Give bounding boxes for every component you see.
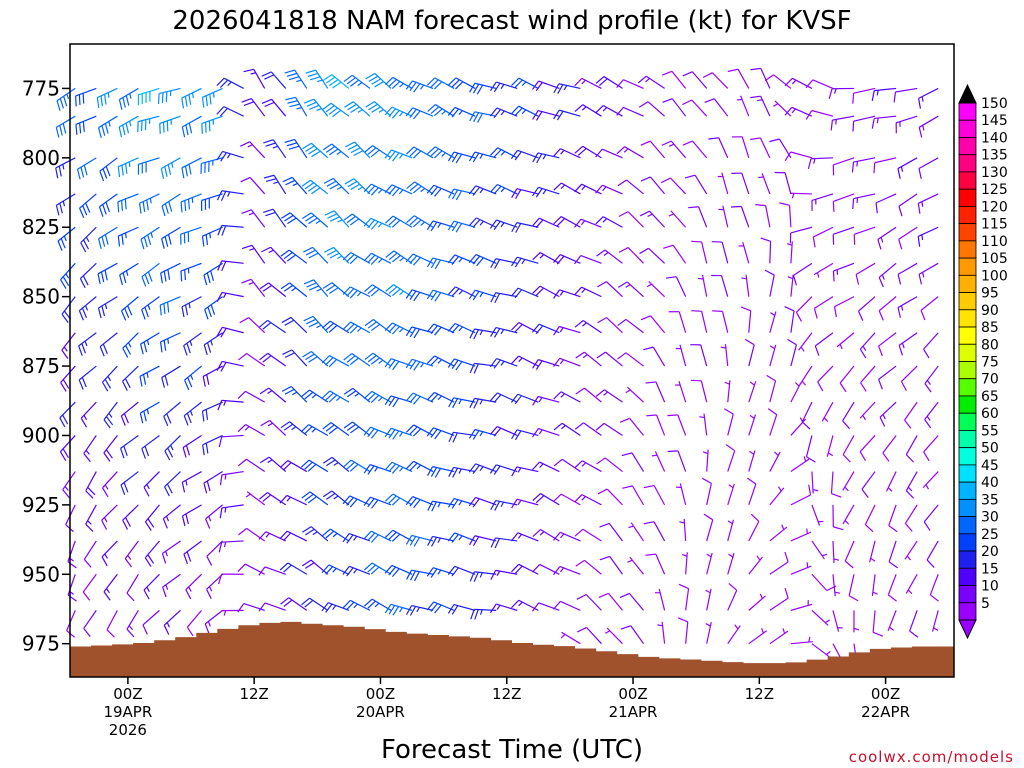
colorbar-swatch (959, 379, 976, 396)
colorbar-label: 110 (981, 234, 1008, 250)
y-tick-label: 825 (22, 215, 60, 239)
colorbar-swatch (959, 344, 976, 361)
colorbar-swatch (959, 499, 976, 516)
x-tick-label: 19APR (103, 703, 152, 721)
colorbar-label: 30 (981, 510, 999, 526)
colorbar-label: 120 (981, 199, 1008, 215)
colorbar-label: 35 (981, 492, 999, 508)
colorbar-swatch (959, 482, 976, 499)
colorbar-swatch (959, 137, 976, 154)
colorbar-swatch (959, 293, 976, 310)
colorbar-swatch (959, 448, 976, 465)
colorbar-swatch (959, 327, 976, 344)
credit-link[interactable]: coolwx.com/models (849, 748, 1014, 766)
colorbar-swatch (959, 189, 976, 206)
colorbar-swatch (959, 275, 976, 292)
colorbar-label: 100 (981, 268, 1008, 284)
colorbar-swatch (959, 258, 976, 275)
colorbar-label: 135 (981, 148, 1008, 164)
colorbar-swatch (959, 551, 976, 568)
colorbar-swatch (959, 568, 976, 585)
y-tick-label: 800 (22, 146, 60, 170)
colorbar-max-arrow (959, 85, 976, 103)
colorbar-swatch (959, 396, 976, 413)
colorbar-label: 95 (981, 286, 999, 302)
x-tick-label: 00Z (871, 685, 900, 703)
y-axis: 775 800 825 850 875 900 925 950 975 (22, 76, 70, 655)
x-tick-label: 00Z (113, 685, 142, 703)
colorbar-label: 90 (981, 303, 999, 319)
x-tick-label: 12Z (239, 685, 268, 703)
y-tick-label: 775 (22, 76, 60, 100)
colorbar-swatch (959, 224, 976, 241)
colorbar-swatch (959, 430, 976, 447)
colorbar-swatch (959, 413, 976, 430)
colorbar-label: 40 (981, 475, 999, 491)
colorbar-label: 65 (981, 389, 999, 405)
x-tick-label: 12Z (492, 685, 521, 703)
wind-profile-chart: 775800825850875900925950975 00Z19APR2026… (0, 0, 1024, 768)
x-tick-label: 20APR (356, 703, 405, 721)
colorbar-label: 125 (981, 182, 1008, 198)
colorbar-swatch (959, 310, 976, 327)
colorbar-swatch (959, 241, 976, 258)
colorbar-swatch (959, 465, 976, 482)
colorbar-swatch (959, 206, 976, 223)
colorbar-label: 145 (981, 113, 1008, 129)
x-axis-title: Forecast Time (UTC) (381, 735, 643, 765)
colorbar-label: 25 (981, 527, 999, 543)
colorbar-swatch (959, 172, 976, 189)
colorbar-label: 150 (981, 96, 1008, 112)
colorbar-label: 10 (981, 579, 999, 595)
y-tick-label: 875 (22, 354, 60, 378)
colorbar-swatch (959, 603, 976, 620)
colorbar-label: 15 (981, 561, 999, 577)
colorbar-label: 60 (981, 406, 999, 422)
x-tick-label: 00Z (366, 685, 395, 703)
colorbar-swatch (959, 534, 976, 551)
colorbar-label: 140 (981, 130, 1008, 146)
plot-area (70, 44, 954, 677)
y-tick-label: 925 (22, 493, 60, 517)
colorbar-label: 50 (981, 441, 999, 457)
colorbar-swatch (959, 120, 976, 137)
colorbar-label: 70 (981, 372, 999, 388)
colorbar-swatch (959, 517, 976, 534)
x-axis: 00Z19APR202612Z 00Z20APR12Z 00Z21APR12Z 00Z… (103, 677, 910, 739)
colorbar-label: 75 (981, 355, 999, 371)
x-tick-label: 12Z (745, 685, 774, 703)
colorbar-label: 5 (981, 596, 990, 612)
colorbar-swatch (959, 103, 976, 120)
speed-colorbar: 1501451401351301251201151101051009590858… (959, 85, 1008, 638)
colorbar-label: 20 (981, 544, 999, 560)
colorbar-swatch (959, 362, 976, 379)
colorbar-min-arrow (959, 620, 976, 638)
colorbar-label: 115 (981, 217, 1008, 233)
x-tick-label: 00Z (618, 685, 647, 703)
colorbar-label: 45 (981, 458, 999, 474)
colorbar-swatch (959, 586, 976, 603)
x-tick-label: 21APR (609, 703, 658, 721)
colorbar-label: 55 (981, 423, 999, 439)
colorbar-label: 85 (981, 320, 999, 336)
colorbar-swatch (959, 155, 976, 172)
colorbar-label: 130 (981, 165, 1008, 181)
y-tick-label: 950 (22, 562, 60, 586)
plot-background (70, 44, 954, 677)
y-tick-label: 975 (22, 632, 60, 656)
colorbar-label: 105 (981, 251, 1008, 267)
x-tick-label: 2026 (109, 721, 147, 739)
x-tick-label: 22APR (861, 703, 910, 721)
y-tick-label: 850 (22, 285, 60, 309)
y-tick-label: 900 (22, 423, 60, 447)
chart-title: 2026041818 NAM forecast wind profile (kt… (172, 6, 851, 36)
colorbar-label: 80 (981, 337, 999, 353)
